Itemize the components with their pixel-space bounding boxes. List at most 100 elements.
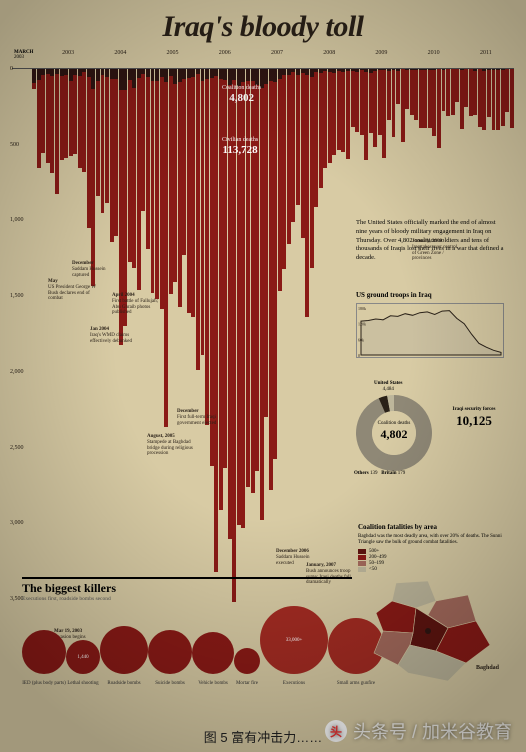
timeline-year: 2003 <box>42 50 94 68</box>
legend-row: <50 <box>358 567 508 572</box>
y-tick: 0 <box>10 66 13 72</box>
killer-bubble <box>22 630 66 674</box>
mini-chart: 180k120k60k0 <box>356 303 504 358</box>
civilian-label: Civilian deaths 113,728 <box>222 137 258 157</box>
donut-center: Coalition deaths4,802 <box>369 421 419 442</box>
map-title: Coalition fatalities by area <box>358 523 508 531</box>
month-bar <box>328 69 332 163</box>
month-bar <box>155 69 159 299</box>
month-bar <box>214 69 218 572</box>
month-bar <box>273 69 277 459</box>
annotation: August, 2005Stampede at Baghdad bridge d… <box>147 434 197 457</box>
iraq-map: Baghdad <box>358 573 508 683</box>
svg-text:Baghdad: Baghdad <box>476 665 500 671</box>
mini-chart-title: US ground troops in Iraq <box>356 291 506 300</box>
month-bar <box>355 69 359 132</box>
month-bar <box>423 69 427 128</box>
y-tick: 3,000 <box>10 520 24 526</box>
month-bar <box>419 69 423 128</box>
annotation: Jan 2004Iraq's WMD claims effectively de… <box>90 327 140 344</box>
month-bar <box>210 69 214 466</box>
map-sub: Baghdad was the most deadly area, with o… <box>358 534 508 546</box>
month-bar <box>455 69 459 102</box>
month-bar <box>37 69 41 168</box>
month-bar <box>110 69 114 242</box>
killer-bubble <box>148 630 192 674</box>
month-bar <box>478 69 482 127</box>
biggest-killers-section: The biggest killers Executions first, ro… <box>22 577 352 674</box>
month-bar <box>442 69 446 111</box>
month-bar <box>487 69 491 117</box>
killer-bubble: 33,000+ <box>260 606 328 674</box>
month-bar <box>201 69 205 355</box>
month-bar <box>314 69 318 207</box>
legend-row: 500+ <box>358 549 508 554</box>
month-bar <box>69 69 73 156</box>
month-bar <box>182 69 186 255</box>
month-bar <box>332 69 336 155</box>
civilian-label-text: Civilian deaths <box>222 137 258 144</box>
killer-bubble: 1,440 <box>66 640 100 674</box>
month-bar <box>73 69 77 154</box>
month-bar <box>382 69 386 158</box>
timeline-year: 2004 <box>94 50 146 68</box>
month-bar <box>414 69 418 120</box>
svg-text:0: 0 <box>358 353 360 358</box>
month-bar <box>373 69 377 147</box>
map-block: Coalition fatalities by area Baghdad was… <box>358 523 508 688</box>
month-bar <box>323 69 327 168</box>
donut-right-value: Iraqi security forces10,125 <box>444 407 504 430</box>
month-bar <box>505 69 509 112</box>
month-bar <box>64 69 68 158</box>
month-bar <box>369 69 373 133</box>
month-bar <box>41 69 45 153</box>
month-bar <box>96 69 100 196</box>
annotation: April 2004First battle of Fallujah; Abu … <box>112 293 162 316</box>
month-bar <box>282 69 286 269</box>
month-bar <box>482 69 486 130</box>
y-tick: 1,500 <box>10 293 24 299</box>
bubble-row: IED (plus body parts)1,440Lethal shootin… <box>22 610 352 674</box>
month-bar <box>219 69 223 510</box>
month-bar <box>46 69 50 163</box>
killer-bubble <box>100 626 148 674</box>
annotation: MayUS President George W Bush declares e… <box>48 279 98 302</box>
month-bar <box>460 69 464 129</box>
coalition-label-value: 4,802 <box>222 92 261 105</box>
month-bar <box>396 69 400 104</box>
month-bar <box>246 69 250 487</box>
month-bar <box>446 69 450 116</box>
month-bar <box>137 69 141 290</box>
month-bar <box>405 69 409 109</box>
month-bar <box>287 69 291 244</box>
month-bar <box>319 69 323 188</box>
month-bar <box>296 69 300 205</box>
month-bar <box>260 69 264 520</box>
month-bar <box>387 69 391 120</box>
month-bar <box>360 69 364 135</box>
donut-chart: Coalition deaths4,802 Iraqi security forc… <box>346 379 506 479</box>
month-bar <box>55 69 59 194</box>
month-bar <box>437 69 441 148</box>
month-bar <box>346 69 350 159</box>
month-bar <box>301 69 305 238</box>
y-tick: 2,000 <box>10 369 24 375</box>
month-bar <box>105 69 109 203</box>
month-bar <box>128 69 132 262</box>
month-bar <box>178 69 182 307</box>
donut-block: Coalition deaths4,802 Iraqi security forc… <box>346 379 506 479</box>
month-bar <box>473 69 477 115</box>
svg-text:180k: 180k <box>358 306 366 311</box>
timeline-year: 2008 <box>303 50 355 68</box>
timeline-start: MARCH2003 <box>14 50 42 68</box>
month-bar <box>291 69 295 222</box>
month-bar <box>205 69 209 425</box>
coalition-label-text: Coalition deaths <box>222 85 261 92</box>
month-bar <box>501 69 505 126</box>
month-bar <box>82 69 86 172</box>
y-tick: 2,500 <box>10 445 24 451</box>
map-legend: 500+200–49950–199<50 <box>358 549 508 572</box>
month-bar <box>173 69 177 282</box>
month-bar <box>428 69 432 128</box>
y-axis: 05001,0001,5002,0002,5003,0003,500 <box>10 69 30 598</box>
